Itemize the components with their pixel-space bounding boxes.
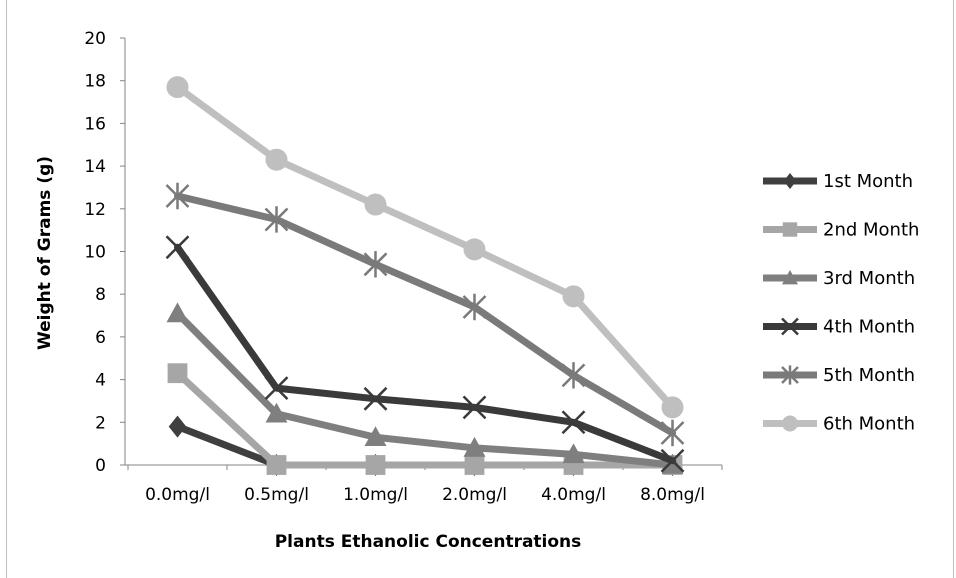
data-point-star [462, 293, 487, 321]
data-point-triangle [463, 436, 486, 457]
legend-item: 2nd Month [763, 220, 919, 241]
series-line [174, 192, 676, 437]
data-point-square [464, 455, 485, 475]
legend-item: 5th Month [763, 365, 915, 386]
data-point-circle [265, 148, 288, 171]
y-tick-label: 2 [95, 413, 106, 433]
series-6th-month [166, 76, 684, 419]
x-tick-label: 0.5mg/l [244, 485, 309, 505]
data-point-diamond [168, 415, 187, 438]
data-point-x [462, 395, 487, 420]
legend-label: 5th Month [823, 365, 915, 386]
series-line [174, 369, 676, 469]
y-tick-label: 12 [84, 200, 106, 220]
y-tick-label: 10 [84, 243, 106, 263]
legend-item: 4th Month [763, 317, 915, 338]
x-tick-label: 1.0mg/l [343, 485, 408, 505]
y-tick-label: 0 [95, 456, 106, 476]
series-3rd-month [166, 302, 684, 474]
x-tick-label: 0.0mg/l [145, 485, 210, 505]
y-tick-label: 8 [95, 285, 106, 305]
data-point-square [365, 455, 386, 475]
data-point-x [363, 386, 388, 411]
y-tick-label: 18 [84, 72, 106, 92]
data-point-star [561, 362, 586, 389]
data-point-circle [166, 76, 189, 99]
x-tick-label: 2.0mg/l [442, 485, 507, 505]
data-point-square [167, 363, 188, 384]
data-point-square [782, 222, 798, 237]
x-tick-label: 8.0mg/l [640, 485, 705, 505]
series-line [174, 243, 676, 465]
data-point-triangle [364, 426, 387, 447]
legend-label: 3rd Month [823, 268, 915, 289]
data-point-x [561, 410, 586, 435]
data-point-square [266, 455, 287, 475]
legend-label: 4th Month [823, 317, 915, 338]
data-point-star [781, 365, 799, 385]
y-tick-label: 4 [95, 371, 106, 391]
data-point-star [363, 251, 388, 278]
data-point-triangle [166, 302, 189, 323]
y-tick-label: 20 [84, 29, 106, 49]
data-point-circle [562, 285, 585, 308]
data-point-x [660, 448, 685, 473]
x-tick-labels: 0.0mg/l 0.5mg/l 1.0mg/l 2.0mg/l 4.0mg/l 8.0mg… [145, 485, 705, 505]
data-point-x [781, 317, 799, 336]
legend-item: 1st Month [763, 171, 913, 192]
x-tick-label: 4.0mg/l [541, 485, 606, 505]
data-point-triangle [562, 443, 585, 464]
data-point-star [165, 182, 190, 210]
chart-frame [6, 0, 954, 578]
series-lines [165, 76, 685, 476]
data-point-circle [661, 396, 684, 419]
legend-label: 6th Month [823, 414, 915, 435]
data-point-circle [364, 193, 387, 216]
y-tick-labels: 0 2 4 6 8 10 12 14 16 18 20 [84, 29, 106, 476]
data-point-triangle [782, 270, 798, 285]
legend: 1st Month 2nd Month 3rd Month 4th Month 5th … [763, 171, 919, 435]
series-4th-month [165, 235, 685, 473]
x-axis-title: Plants Ethanolic Concentrations [275, 532, 582, 552]
data-point-diamond [783, 173, 797, 189]
y-axis-title: Weight of Grams (g) [35, 156, 55, 350]
series-5th-month [165, 182, 685, 447]
data-point-star [660, 419, 685, 447]
series-line [174, 83, 676, 411]
y-tick-label: 6 [95, 328, 106, 348]
series-line [174, 309, 676, 469]
data-point-x [165, 235, 190, 260]
data-point-triangle [265, 402, 288, 423]
y-tick-label: 16 [84, 114, 106, 134]
data-point-circle [782, 415, 798, 432]
legend-label: 1st Month [823, 171, 913, 192]
data-point-circle [463, 238, 486, 261]
y-tick-label: 14 [84, 157, 106, 177]
legend-item: 6th Month [763, 414, 915, 435]
data-point-x [264, 376, 289, 401]
data-point-star [264, 206, 289, 233]
legend-label: 2nd Month [823, 220, 919, 241]
legend-item: 3rd Month [763, 268, 915, 289]
